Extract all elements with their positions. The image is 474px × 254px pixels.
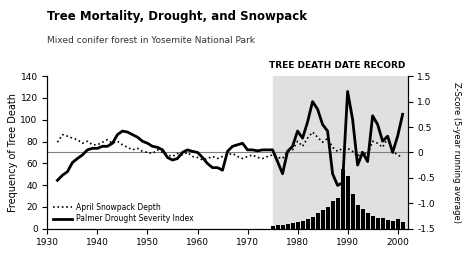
Y-axis label: Frequency of Tree Death: Frequency of Tree Death <box>8 93 18 212</box>
Text: TREE DEATH DATE RECORD: TREE DEATH DATE RECORD <box>269 61 406 70</box>
Bar <box>306 219 310 229</box>
Bar <box>316 213 319 229</box>
Bar <box>341 169 345 229</box>
Bar <box>365 213 370 229</box>
Bar <box>285 224 290 229</box>
Bar <box>356 205 360 229</box>
Bar <box>351 194 355 229</box>
Bar <box>291 223 294 229</box>
Bar <box>296 222 300 229</box>
Y-axis label: Z-Score (5-year running average): Z-Score (5-year running average) <box>452 82 461 223</box>
Bar <box>375 218 380 229</box>
Bar <box>330 201 335 229</box>
Bar <box>326 207 329 229</box>
Bar <box>273 76 408 229</box>
Bar <box>381 218 384 229</box>
Text: Mixed conifer forest in Yosemite National Park: Mixed conifer forest in Yosemite Nationa… <box>47 36 255 44</box>
Bar <box>320 210 325 229</box>
Bar <box>401 222 405 229</box>
Bar <box>371 216 374 229</box>
Bar <box>396 219 400 229</box>
Text: Tree Mortality, Drought, and Snowpack: Tree Mortality, Drought, and Snowpack <box>47 10 308 23</box>
Legend: April Snowpack Depth, Palmer Drought Severity Index: April Snowpack Depth, Palmer Drought Sev… <box>51 201 195 225</box>
Bar <box>275 225 280 229</box>
Bar <box>361 209 365 229</box>
Bar <box>271 226 274 229</box>
Bar <box>336 198 339 229</box>
Bar <box>391 221 395 229</box>
Bar <box>281 225 284 229</box>
Bar <box>346 176 350 229</box>
Bar <box>301 221 305 229</box>
Bar <box>310 217 315 229</box>
Bar <box>386 220 390 229</box>
